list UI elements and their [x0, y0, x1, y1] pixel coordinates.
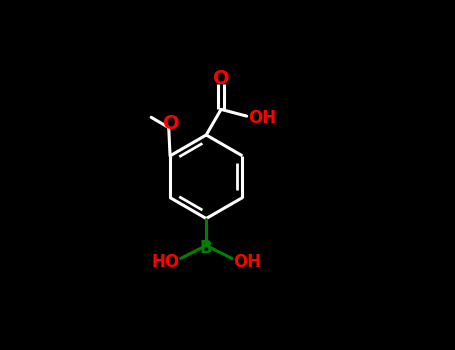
Text: OH: OH [233, 253, 261, 271]
Text: HO: HO [151, 253, 179, 271]
Text: OH: OH [248, 109, 276, 127]
Text: B: B [200, 239, 212, 257]
Text: O: O [213, 69, 229, 89]
Text: O: O [162, 114, 179, 133]
